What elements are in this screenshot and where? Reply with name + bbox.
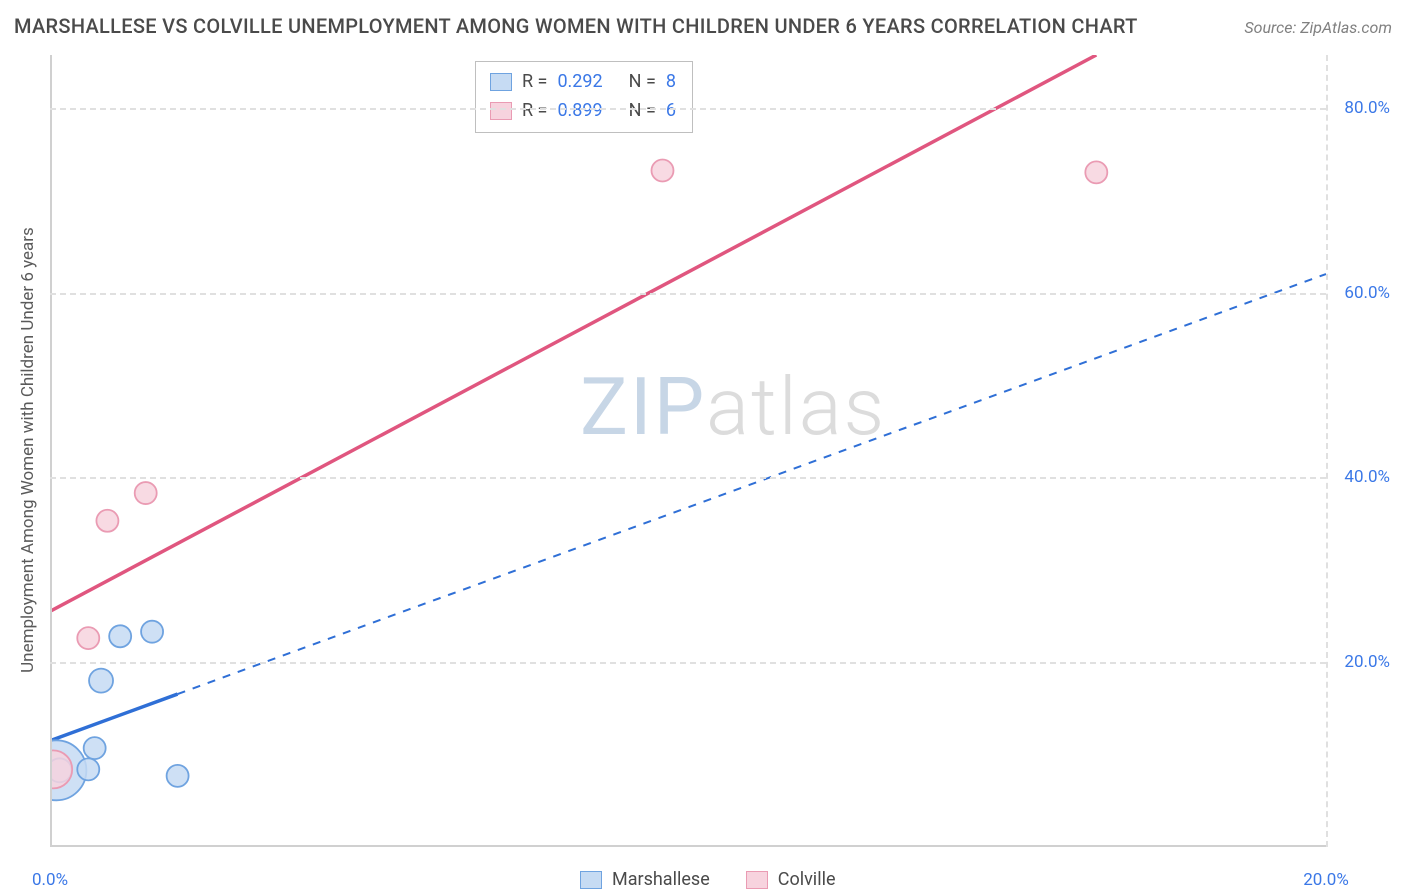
legend-swatch-marshallese xyxy=(580,871,602,889)
stats-legend: R = 0.292 N = 8 R = 0.899 N = 6 xyxy=(475,61,693,133)
series-legend: Marshallese Colville xyxy=(580,869,836,890)
legend-swatch-colville xyxy=(490,102,512,120)
legend-r-label: R = xyxy=(522,97,547,126)
y-tick-label: 20.0% xyxy=(1344,652,1390,672)
y-axis-label: Unemployment Among Women with Children U… xyxy=(18,227,38,673)
series-name-2: Colville xyxy=(778,869,836,890)
series-name-1: Marshallese xyxy=(612,869,710,890)
legend-n-label: N = xyxy=(629,97,656,126)
source-attribution: Source: ZipAtlas.com xyxy=(1244,18,1392,37)
legend-n-value-1: 8 xyxy=(666,68,676,97)
series-legend-item-2: Colville xyxy=(746,869,836,890)
gridline-horizontal xyxy=(50,293,1326,295)
legend-n-value-2: 6 xyxy=(666,97,676,126)
legend-swatch-marshallese xyxy=(490,73,512,91)
gridline-vertical xyxy=(1326,55,1328,847)
chart-title: MARSHALLESE VS COLVILLE UNEMPLOYMENT AMO… xyxy=(14,14,1138,38)
stats-legend-row-2: R = 0.899 N = 6 xyxy=(490,97,676,126)
stats-legend-row-1: R = 0.292 N = 8 xyxy=(490,68,676,97)
series-legend-item-1: Marshallese xyxy=(580,869,710,890)
x-tick-label: 0.0% xyxy=(32,870,68,890)
x-tick-label: 20.0% xyxy=(1303,870,1349,890)
plot-axes xyxy=(50,55,1326,847)
plot-frame xyxy=(50,55,1326,847)
gridline-horizontal xyxy=(50,477,1326,479)
y-tick-label: 80.0% xyxy=(1344,98,1390,118)
legend-r-value-1: 0.292 xyxy=(557,68,602,97)
legend-swatch-colville xyxy=(746,871,768,889)
legend-r-label: R = xyxy=(522,68,547,97)
legend-n-label: N = xyxy=(629,68,656,97)
y-tick-label: 60.0% xyxy=(1344,283,1390,303)
legend-r-value-2: 0.899 xyxy=(557,97,602,126)
y-tick-label: 40.0% xyxy=(1344,467,1390,487)
gridline-horizontal xyxy=(50,108,1326,110)
gridline-horizontal xyxy=(50,662,1326,664)
